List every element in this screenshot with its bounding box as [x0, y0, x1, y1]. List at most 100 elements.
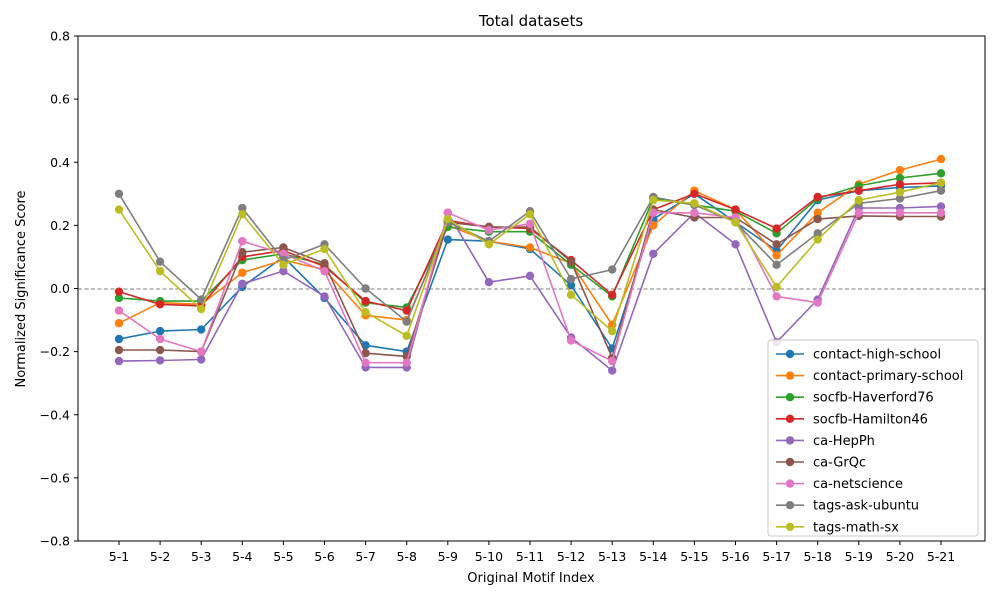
x-axis-label: Original Motif Index: [467, 571, 595, 586]
data-point: [649, 249, 658, 258]
data-point: [731, 240, 740, 249]
data-point: [114, 334, 124, 344]
y-tick-label: −0.8: [40, 534, 70, 549]
legend-label: socfb-Haverford76: [813, 391, 934, 406]
data-point: [772, 224, 781, 233]
x-tick-label: 5-6: [314, 549, 334, 564]
data-point: [772, 292, 781, 301]
data-point: [402, 331, 411, 341]
data-point: [772, 260, 781, 270]
data-point: [155, 334, 165, 344]
legend-label: ca-HepPh: [813, 434, 875, 449]
data-point: [238, 248, 247, 257]
x-tick-label: 5-3: [191, 549, 211, 564]
legend-label: tags-ask-ubuntu: [813, 499, 919, 514]
y-tick-label: −0.2: [40, 344, 70, 359]
data-point: [238, 210, 247, 219]
data-point: [525, 219, 535, 228]
data-point: [608, 366, 617, 375]
data-point: [155, 300, 165, 309]
y-tick-label: 0.6: [50, 92, 70, 107]
data-point: [238, 236, 247, 246]
y-tick-label: −0.4: [40, 407, 70, 422]
legend-swatch-marker: [785, 501, 795, 510]
data-point: [197, 347, 206, 356]
data-point: [936, 186, 946, 195]
x-axis: 5-1 5-2 5-3 5-4 5-5 5-6 5-7 5-8 5-9 5-10 5-11 5-12 5…: [109, 541, 955, 564]
x-tick-label: 5-5: [273, 549, 293, 564]
data-point: [895, 188, 905, 197]
legend-swatch-marker: [785, 436, 795, 445]
data-point: [484, 277, 494, 287]
data-point: [690, 189, 699, 199]
data-point: [608, 265, 617, 274]
data-point: [936, 169, 946, 178]
x-tick-label: 5-15: [680, 549, 708, 564]
data-point: [813, 192, 822, 202]
data-point: [772, 251, 781, 260]
data-point: [731, 218, 740, 227]
data-point: [813, 298, 822, 307]
plot-frame: [77, 35, 986, 542]
legend-swatch-marker: [785, 457, 795, 467]
legend-swatch-marker: [785, 414, 795, 423]
data-point: [279, 260, 288, 270]
data-point: [155, 345, 165, 355]
x-tick-label: 5-17: [762, 549, 790, 564]
data-point: [114, 345, 124, 355]
legend-label: contact-primary-school: [813, 369, 963, 384]
data-point: [566, 274, 576, 284]
data-point: [361, 349, 370, 358]
data-point: [320, 244, 329, 254]
data-point: [854, 195, 863, 205]
data-point: [731, 205, 740, 214]
x-tick-label: 5-2: [150, 549, 170, 564]
data-point: [895, 173, 905, 183]
data-point: [608, 290, 617, 300]
data-point: [443, 214, 452, 224]
y-tick-label: −0.6: [40, 470, 70, 485]
data-point: [813, 229, 822, 238]
data-point: [197, 325, 206, 334]
data-point: [772, 240, 781, 249]
data-point: [114, 205, 124, 214]
data-point: [155, 257, 165, 266]
data-point: [566, 281, 576, 290]
data-point: [608, 326, 617, 336]
data-point: [936, 202, 946, 211]
x-tick-label: 5-18: [804, 549, 832, 564]
data-point: [279, 266, 288, 276]
x-tick-label: 5-19: [845, 549, 873, 564]
legend-label: socfb-Hamilton46: [813, 412, 928, 427]
legend: contact-high-school contact-primary-schoo…: [767, 339, 979, 537]
data-point: [197, 295, 206, 304]
legend-label: ca-netscience: [813, 477, 903, 492]
data-point: [197, 355, 206, 364]
legend-label: contact-high-school: [813, 348, 941, 363]
chart-title: Total datasets: [478, 12, 584, 30]
data-point: [772, 282, 781, 292]
data-point: [320, 259, 329, 268]
data-point: [114, 356, 124, 366]
y-tick-label: 0.0: [50, 281, 70, 296]
data-point: [854, 208, 863, 217]
data-point: [484, 240, 494, 249]
data-point: [320, 292, 329, 301]
data-point: [608, 356, 617, 366]
x-tick-label: 5-10: [475, 549, 503, 564]
data-point: [361, 296, 370, 306]
x-tick-label: 5-20: [886, 549, 914, 564]
x-tick-label: 5-16: [721, 549, 749, 564]
data-point: [566, 290, 576, 300]
data-point: [525, 271, 535, 281]
data-point: [114, 293, 124, 303]
data-point: [114, 189, 124, 199]
x-tick-label: 5-9: [438, 549, 458, 564]
data-point: [402, 317, 411, 326]
data-point: [361, 284, 370, 293]
x-tick-label: 5-13: [598, 549, 626, 564]
data-point: [690, 208, 699, 217]
data-point: [279, 249, 288, 258]
data-point: [114, 287, 124, 296]
